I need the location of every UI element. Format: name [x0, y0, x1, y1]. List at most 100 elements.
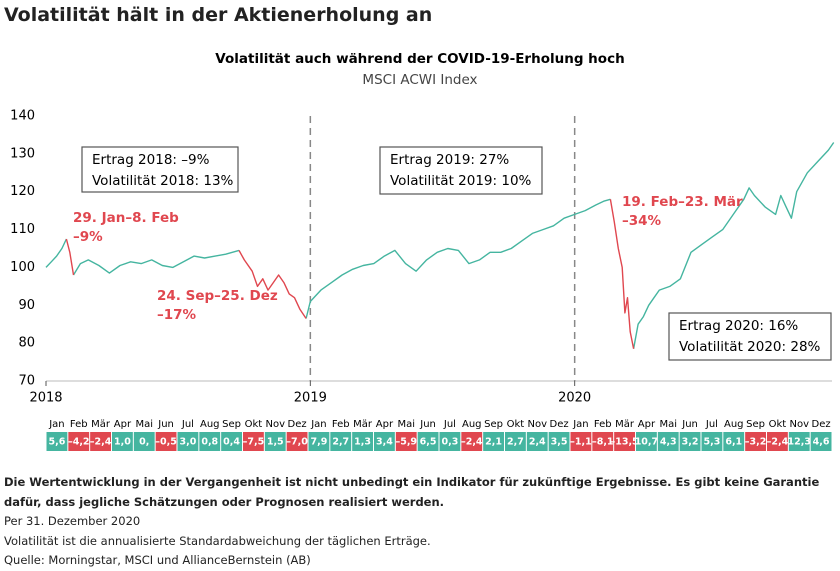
return-cell — [701, 432, 723, 451]
return-label: –0,5 — [155, 437, 177, 448]
return-label: –8,1 — [592, 437, 614, 448]
return-cell — [723, 432, 745, 451]
annotation-text: Volatilität 2019: 10% — [390, 173, 532, 189]
drawdown-label: –34% — [622, 213, 662, 229]
month-label: Dez — [812, 419, 831, 430]
annotation-box — [668, 312, 832, 361]
return-cell — [330, 432, 352, 451]
month-label: Apr — [638, 419, 656, 430]
month-label: Jul — [705, 419, 718, 430]
return-label: 1,5 — [267, 437, 284, 448]
month-label: Apr — [376, 419, 394, 430]
return-label: –7,0 — [286, 437, 308, 448]
return-label: 12,3 — [788, 437, 811, 448]
month-label: Feb — [332, 419, 350, 430]
return-label: –3,2 — [745, 437, 767, 448]
chart-title: Volatilität auch während der COVID-19-Er… — [215, 51, 624, 67]
return-cell — [439, 432, 461, 451]
return-label: 2,7 — [332, 437, 349, 448]
chart: Volatilität auch während der COVID-19-Er… — [10, 51, 835, 451]
y-tick-label: 90 — [18, 298, 35, 313]
return-label: 1,0 — [114, 437, 131, 448]
return-cell — [133, 432, 155, 451]
return-cell — [395, 432, 417, 451]
return-label: –2,4 — [461, 437, 483, 448]
return-label: 0,8 — [201, 437, 218, 448]
return-label: 10,7 — [635, 437, 658, 448]
return-cell — [352, 432, 373, 451]
month-label: Okt — [507, 419, 525, 430]
return-label: 2,7 — [507, 437, 524, 448]
return-cell — [745, 432, 766, 451]
return-cell — [308, 432, 330, 451]
return-label: 5,6 — [48, 437, 65, 448]
index-line — [45, 142, 835, 349]
return-label: 6,5 — [420, 437, 437, 448]
return-label: 3,0 — [179, 437, 196, 448]
month-label: Jun — [157, 419, 174, 430]
return-cell — [199, 432, 221, 451]
return-cell — [592, 432, 614, 451]
month-label: Jan — [310, 419, 326, 430]
disclaimer: Die Wertentwicklung in der Vergangenheit… — [4, 475, 820, 509]
return-label: 4,3 — [660, 437, 677, 448]
x-tick-label: 2019 — [294, 391, 327, 406]
month-label: Jun — [681, 419, 698, 430]
return-label: –5,9 — [395, 437, 417, 448]
month-label: Dez — [550, 419, 569, 430]
return-cell — [461, 432, 483, 451]
annotation-box — [379, 146, 543, 195]
y-tick-label: 80 — [18, 336, 35, 351]
return-cell — [112, 432, 133, 451]
month-label: Jan — [48, 419, 64, 430]
return-cell — [526, 432, 548, 451]
month-label: Okt — [769, 419, 787, 430]
return-label: –2,4 — [90, 437, 112, 448]
return-cell — [374, 432, 395, 451]
return-cell — [767, 432, 788, 451]
return-label: –13,5 — [610, 437, 638, 448]
return-label: 2,4 — [529, 437, 546, 448]
return-label: 2,1 — [485, 437, 502, 448]
y-tick-label: 140 — [10, 109, 35, 124]
annotation-text: Ertrag 2019: 27% — [390, 152, 509, 168]
return-cell — [636, 432, 657, 451]
month-label: Apr — [114, 419, 132, 430]
return-label: 4,6 — [813, 437, 830, 448]
month-label: Sep — [484, 419, 503, 430]
month-label: Aug — [724, 419, 744, 430]
month-label: Aug — [462, 419, 482, 430]
x-tick-label: 2020 — [558, 391, 591, 406]
return-label: –7,5 — [243, 437, 265, 448]
return-label: 7,9 — [310, 437, 327, 448]
y-tick-label: 70 — [18, 374, 35, 389]
footer: Die Wertentwicklung in der Vergangenheit… — [4, 473, 824, 571]
month-label: Feb — [70, 419, 88, 430]
return-cell — [788, 432, 810, 451]
return-cell — [221, 432, 242, 451]
return-label: –4,2 — [68, 437, 90, 448]
annotation-text: Volatilität 2020: 28% — [679, 339, 821, 355]
month-label: Mär — [615, 419, 635, 430]
chart-subtitle: MSCI ACWI Index — [362, 72, 477, 88]
drawdown-label: 24. Sep–25. Dez — [157, 288, 278, 304]
return-cell — [46, 432, 68, 451]
y-tick-label: 130 — [10, 146, 35, 161]
return-label: –1,1 — [570, 437, 592, 448]
annotation-text: Ertrag 2018: –9% — [92, 152, 210, 168]
month-label: Mär — [91, 419, 111, 430]
return-label: 3,2 — [682, 437, 699, 448]
month-label: Jun — [419, 419, 436, 430]
y-tick-label: 120 — [10, 184, 35, 199]
return-cell — [417, 432, 439, 451]
return-cell — [68, 432, 90, 451]
month-label: Mai — [397, 419, 415, 430]
return-cell — [679, 432, 701, 451]
return-label: 0, — [139, 437, 149, 448]
month-label: Nov — [265, 419, 285, 430]
return-cell — [548, 432, 570, 451]
return-label: 6,1 — [725, 437, 742, 448]
month-label: Okt — [245, 419, 263, 430]
note: Volatilität ist die annualisierte Standa… — [4, 533, 431, 548]
month-label: Dez — [288, 419, 307, 430]
